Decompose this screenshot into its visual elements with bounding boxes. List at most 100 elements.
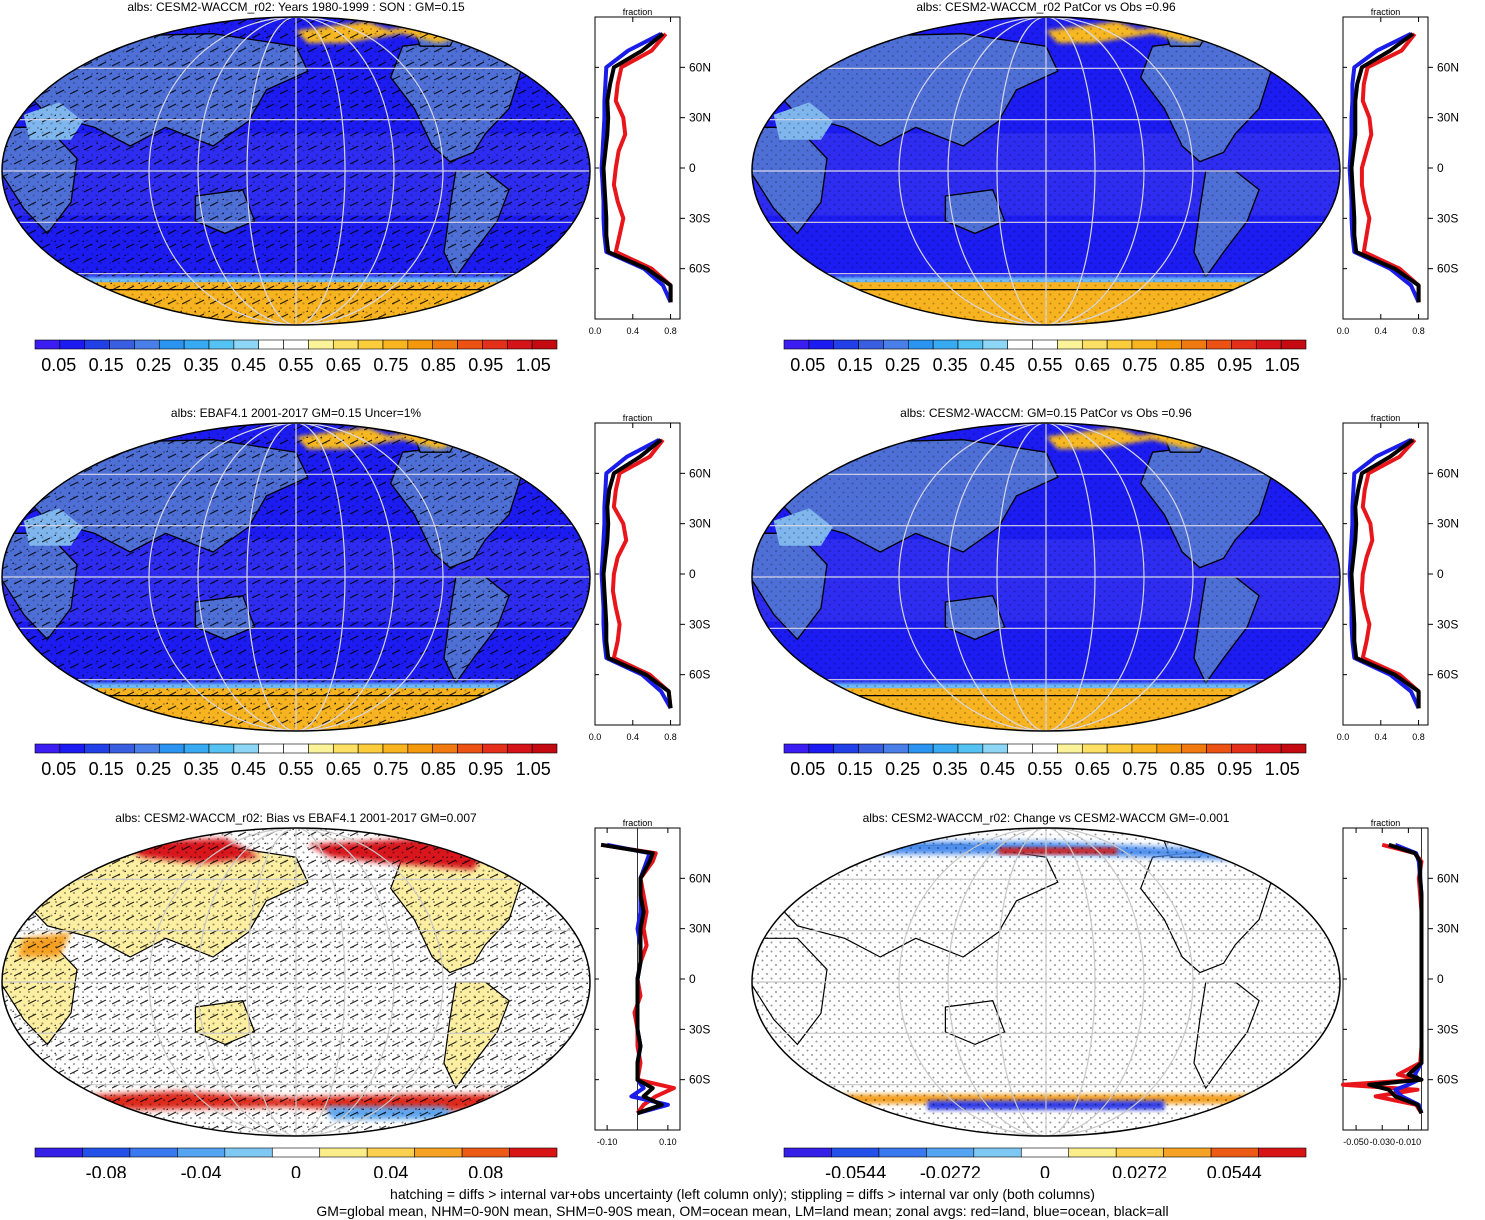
colorbar-cell [1280,743,1307,754]
colorbar-cell [382,339,409,350]
colorbar-label: 0 [1040,1163,1050,1178]
colorbar-label: 0.75 [1122,759,1157,779]
colorbar-cell [1106,339,1133,350]
colorbar-cell [1181,743,1207,754]
panel-4: albs: CESM2-WACCM: GM=0.15 PatCor vs Obs… [751,406,1459,779]
colorbar-label: 0.35 [184,355,219,375]
colorbar-cell [783,1147,832,1158]
colorbar-label: 0.95 [468,759,503,779]
zonal-xtick-label: 0.8 [664,326,677,336]
graticule-meridian [148,17,297,325]
zonal-ytick-label: 60N [1437,60,1459,74]
panel-5: albs: CESM2-WACCM_r02: Bias vs EBAF4.1 2… [1,811,711,1178]
graticule-meridian [246,828,297,1136]
colorbar-label: 0.45 [231,759,266,779]
colorbar-label: 1.05 [516,759,551,779]
colorbar-label: 0.05 [41,355,76,375]
colorbar-label: 0.35 [184,759,219,779]
colorbar-cell [531,743,558,754]
colorbar-cell [283,339,309,350]
zonal-xtick-label: 0.4 [1375,326,1388,336]
zonal-ytick-label: 0 [1437,972,1444,986]
panel-title: albs: CESM2-WACCM_r02: Change vs CESM2-W… [863,811,1230,825]
zonal-ytick-label: 30S [689,211,710,225]
zonal-land-line [1359,438,1421,709]
colorbar-cell [858,339,884,350]
graticule-meridian [1045,828,1096,1136]
colorbar-cell [224,1147,273,1158]
colorbar-cell [177,1147,226,1158]
zonal-xlabel: fraction [623,413,653,423]
zonal-xtick-label: 0.8 [1412,732,1425,742]
colorbar-cell [932,743,959,754]
colorbar-label: 0.15 [838,355,873,375]
colorbar-cell [808,339,835,350]
colorbar-label: 0.15 [89,355,124,375]
zonal-ytick-label: 60N [1437,466,1459,480]
graticule-meridian [295,828,395,1136]
zonal-xlabel: fraction [1371,7,1401,17]
colorbar-cell [332,743,359,754]
zonal-ytick-label: 30S [1437,617,1458,631]
zonal-plot-frame [594,422,681,726]
colorbar-cell [183,743,210,754]
colorbar-cell [932,339,959,350]
colorbar-cell [858,743,884,754]
colorbar-label: 0.85 [421,759,456,779]
zonal-ytick-label: 60N [689,466,711,480]
colorbar-label: 0.45 [980,355,1015,375]
colorbar-label: 0.15 [838,759,873,779]
colorbar-label: 0.35 [933,355,968,375]
zonal-all-line [600,842,664,1116]
graticule-meridian [996,828,1047,1136]
colorbar-cell [1206,743,1232,754]
graticule-meridian [898,17,1047,325]
graticule-meridian [295,17,444,325]
zonal-xtick-label: 0.4 [1375,732,1388,742]
colorbar-cell [831,1147,880,1158]
zonal-ytick-label: 60S [689,1073,710,1087]
colorbar-cell [907,743,934,754]
zonal-xlabel: fraction [623,818,653,828]
colorbar-cell [907,339,934,350]
colorbar-cell [59,743,86,754]
graticule-meridian [197,17,297,325]
colorbar-label: 1.05 [1265,355,1300,375]
zonal-xtick-label: -0.030 [1369,1137,1395,1147]
colorbar-label: 0 [291,1163,301,1178]
colorbar-cell [878,1147,927,1158]
zonal-ytick-label: 0 [689,161,696,175]
graticule-meridian [1045,828,1145,1136]
colorbar-cell [1068,1147,1117,1158]
colorbar-cell [1255,743,1282,754]
colorbar-cell [271,1147,321,1158]
colorbar-cell [506,339,533,350]
graticule-meridian [295,828,346,1136]
colorbar-label: 0.85 [1170,355,1205,375]
colorbar-label: 0.55 [1027,355,1062,375]
colorbar-label: 0.25 [885,759,920,779]
graticule-meridian [295,423,395,731]
colorbar-cell [461,1147,510,1158]
zonal-xtick-label: 0.8 [664,732,677,742]
zonal-ytick-label: 0 [1437,567,1444,581]
colorbar-cell [357,743,384,754]
zonal-ytick-label: 60N [1437,871,1459,885]
colorbar-cell [1280,339,1307,350]
colorbar-label: 0.55 [1027,759,1062,779]
colorbar-label: -0.0544 [825,1163,886,1178]
graticule-meridian [197,423,297,731]
zonal-ytick-label: 0 [689,567,696,581]
colorbar-cell [1210,1147,1259,1158]
colorbar-label: 0.55 [278,355,313,375]
zonal-ytick-label: 60S [1437,262,1458,276]
colorbar-cell [59,339,86,350]
colorbar-cell [883,743,909,754]
zonal-all-line [1367,842,1424,1115]
colorbar-label: 0.25 [885,355,920,375]
graticule-meridian [148,423,297,731]
panel-6: albs: CESM2-WACCM_r02: Change vs CESM2-W… [751,811,1459,1178]
colorbar-cell [134,743,160,754]
colorbar-label: 1.05 [1265,759,1300,779]
colorbar-label: 0.08 [468,1163,503,1178]
